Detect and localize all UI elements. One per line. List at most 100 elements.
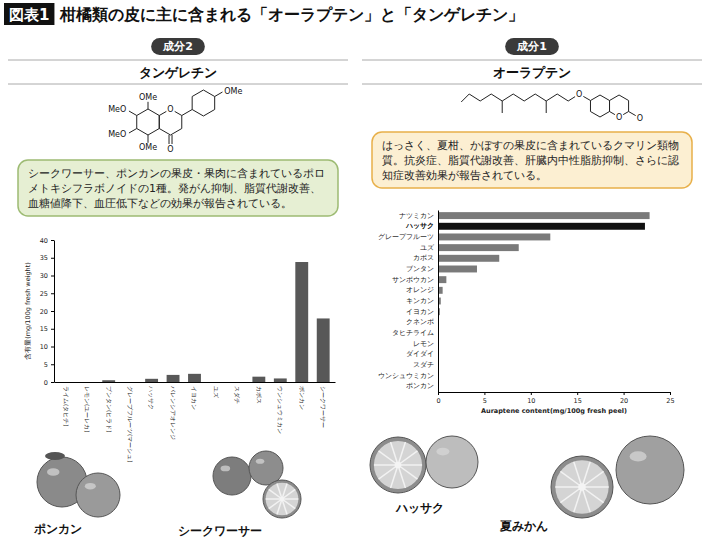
tick-label: ライム(タヒチ) (63, 386, 70, 427)
tick: バレンシアオレンジ (170, 385, 177, 440)
tick-label: 10 (527, 397, 535, 405)
fruit-shine (630, 451, 647, 461)
tick: ウンシュウミカン (378, 372, 434, 380)
fruit-core (578, 483, 585, 490)
atom-bg (223, 87, 243, 96)
tick-label: ハッサク (405, 222, 434, 230)
title: 柑橘類の皮に主に含まれる「オーラプテン」と「タンゲレチン」 (59, 5, 524, 24)
photo-label: ハッサク (395, 501, 444, 515)
tick-label: 15 (40, 325, 48, 333)
tick-mark (51, 347, 54, 348)
tick-label: カボス (413, 254, 434, 262)
bar (438, 212, 650, 219)
tick: 5 (483, 392, 487, 405)
bars (438, 212, 650, 326)
tick-label: キンカン (406, 297, 434, 305)
tick-label: カボス (256, 386, 263, 404)
chart: 0510152025ナツミカンハッサクグレープフルーツユズカボスブンタンサンボウ… (378, 211, 675, 416)
tick: 0 (436, 392, 440, 405)
tick: ウンシュウミカン (277, 386, 284, 434)
atom-label: OMe (139, 93, 157, 102)
tick-label: レモン(ユーレカ) (84, 386, 91, 433)
fruit-cut (370, 437, 426, 493)
tick-label: ハッサク (148, 385, 155, 410)
atom-label: OMe (224, 87, 242, 96)
tick: カボス (256, 386, 263, 404)
segment (269, 499, 282, 509)
bar (210, 382, 223, 383)
atom-label: O (167, 145, 173, 154)
tick-label: ウンシュウミカン (277, 386, 284, 434)
tick: ポンカン (299, 386, 306, 410)
tick: 20 (40, 308, 54, 316)
compound-name: オーラプテン (493, 65, 571, 80)
atom-bg (575, 90, 583, 99)
photo-label: ポンカン (33, 522, 82, 536)
tick-label: 15 (574, 397, 582, 405)
segment (379, 465, 398, 479)
tick-label: イヨカン (406, 308, 434, 316)
segment (398, 465, 405, 488)
tick-label: ポンカン (299, 386, 306, 410)
tick-label: サンボウカン (392, 276, 434, 284)
bar (252, 377, 265, 382)
bar (188, 374, 201, 382)
bar (438, 255, 499, 262)
tick-label: 20 (620, 397, 628, 405)
bar (167, 375, 180, 382)
tick-label: グレープフルーツ(マーシュ) (127, 386, 134, 463)
structure: OOO (461, 90, 644, 123)
atom-label: MeO (108, 105, 126, 114)
tick: 0 (44, 379, 54, 387)
atom-bg (166, 145, 174, 154)
fruit-shine (85, 483, 96, 490)
atom-label: MeO (108, 130, 126, 139)
bar (145, 379, 158, 382)
tick: サンボウカン (392, 276, 434, 284)
fruit-shine (221, 466, 231, 472)
tick-label: イヨカン (191, 386, 198, 410)
tick-label: 40 (40, 237, 48, 245)
atom-label: OMe (139, 143, 157, 152)
axis-line (54, 241, 55, 383)
fruit-flesh (374, 441, 422, 489)
fruit-core (280, 497, 285, 502)
tick-label: ブンタン (406, 265, 434, 273)
axis-title: Auraptene content(mg/100g fresh peel) (481, 407, 627, 415)
segment (582, 487, 590, 512)
bond (129, 129, 137, 134)
tick-label: 25 (40, 290, 48, 298)
atom-label: O (616, 113, 622, 122)
bond (182, 110, 192, 116)
ring (192, 90, 215, 116)
bar (81, 382, 94, 383)
tick: 5 (44, 361, 54, 369)
fruit-shine (256, 459, 265, 464)
photos: ポンカンシークワーサー (33, 451, 301, 538)
segment (582, 486, 609, 488)
tick-label: ダイダイ (406, 350, 434, 358)
tick: ハッサク (405, 222, 434, 230)
tick: レモン(ユーレカ) (84, 386, 91, 433)
atom-bg (138, 143, 158, 152)
tick: グレープフルーツ (378, 233, 434, 241)
bar (59, 382, 72, 383)
tick: 15 (574, 392, 582, 405)
tick-label: バレンシアオレンジ (170, 385, 177, 440)
axis-line (55, 382, 336, 383)
badge: 図表1 (9, 6, 49, 24)
fruit (76, 473, 120, 517)
description: はっさく、夏柑、かぼすの果皮に含まれているクマリン類物質。抗炎症、脂質代謝改善、… (382, 139, 679, 182)
rule (8, 60, 348, 61)
axis-title: 含有量(mg/100g fresh weight) (24, 262, 32, 360)
axis: ナツミカンハッサクグレープフルーツユズカボスブンタンサンボウカンオレンジキンカン… (378, 211, 439, 393)
leaf (45, 452, 65, 460)
tick: スダチ (234, 386, 241, 404)
axis-line (438, 211, 439, 393)
segment (391, 442, 398, 465)
tick: ダイダイ (406, 350, 434, 358)
segment (374, 464, 398, 466)
chain (469, 94, 579, 101)
bar (438, 276, 446, 283)
tick-mark (51, 240, 54, 241)
